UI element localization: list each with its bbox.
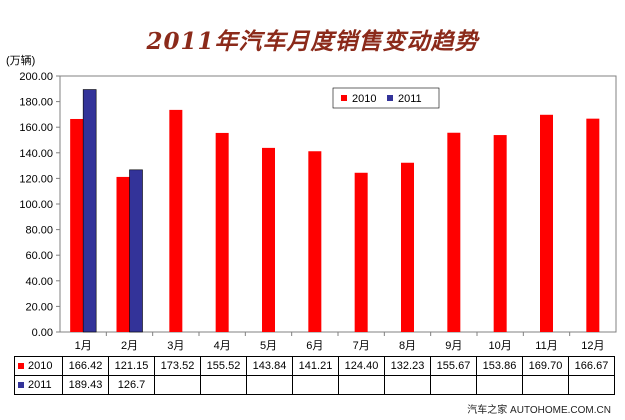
data-table-cell xyxy=(338,375,385,395)
data-table-cell xyxy=(200,375,247,395)
legend-swatch-2011 xyxy=(387,95,393,101)
x-tick-label: 8月 xyxy=(399,340,416,352)
y-tick-label: 100.00 xyxy=(19,199,53,211)
data-table-cell: 169.70 xyxy=(522,356,569,376)
bar-2011 xyxy=(129,169,143,333)
bar-2010 xyxy=(493,135,507,332)
data-table-row-2010: 2010 166.42 121.15 173.52 155.52 143.84 141.2… xyxy=(14,356,615,376)
plot-area xyxy=(59,75,617,333)
bar-2010 xyxy=(70,118,84,333)
x-tick-label: 3月 xyxy=(167,340,184,352)
data-table-cell: 141.21 xyxy=(292,356,339,376)
data-table-cell: 143.84 xyxy=(246,356,293,376)
bar-2010 xyxy=(354,172,368,332)
data-table-cell xyxy=(568,375,615,395)
data-table-cell: 166.42 xyxy=(62,356,109,376)
data-table-series-label: 2011 xyxy=(14,375,63,395)
x-axis: 1月 2月 3月 4月 5月 6月 7月 8月 9月 10月 11月 12月 xyxy=(75,332,604,352)
x-tick-label: 4月 xyxy=(214,340,231,352)
bars xyxy=(70,89,600,333)
data-table-cell xyxy=(246,375,293,395)
x-tick-label: 1月 xyxy=(75,340,92,352)
data-table-series-label: 2010 xyxy=(14,356,63,376)
data-table-cell: 153.86 xyxy=(476,356,523,376)
x-tick-label: 5月 xyxy=(260,340,277,352)
data-table-row-2011: 2011 189.43 126.7 xyxy=(14,375,615,395)
data-table-cell: 155.52 xyxy=(200,356,247,376)
data-table-cell: 121.15 xyxy=(108,356,155,376)
bar-2010 xyxy=(540,114,553,332)
bar-2010 xyxy=(262,147,275,332)
data-table-cell: 124.40 xyxy=(338,356,385,376)
y-tick-label: 20.00 xyxy=(25,301,53,313)
x-tick-label: 10月 xyxy=(489,340,512,352)
x-tick-label: 11月 xyxy=(535,340,557,352)
x-tick-label: 9月 xyxy=(445,340,462,352)
y-tick-label: 120.00 xyxy=(19,173,53,185)
legend-label-2011: 2011 xyxy=(398,93,422,105)
x-tick-label: 7月 xyxy=(353,340,370,352)
bar-2011 xyxy=(82,89,97,333)
data-table-cell: 189.43 xyxy=(62,375,109,395)
data-table-cell xyxy=(522,375,569,395)
y-tick-label: 60.00 xyxy=(25,250,53,262)
data-table-cell: 155.67 xyxy=(430,356,477,376)
data-table-cell: 166.67 xyxy=(568,356,615,376)
bar-2010 xyxy=(447,132,461,332)
chart-title: 2011年汽车月度销售变动趋势 xyxy=(146,28,479,55)
y-tick-label: 160.00 xyxy=(19,122,53,134)
y-tick-label: 180.00 xyxy=(19,97,53,109)
y-tick-label: 200.00 xyxy=(19,71,53,83)
data-table-cell xyxy=(476,375,523,395)
bar-2010 xyxy=(116,176,130,332)
x-tick-label: 2月 xyxy=(121,340,138,352)
y-tick-label: 140.00 xyxy=(19,148,53,160)
data-table: 2010 166.42 121.15 173.52 155.52 143.84 141.2… xyxy=(14,356,615,395)
y-axis-unit: (万辆) xyxy=(6,55,36,67)
y-tick-label: 80.00 xyxy=(25,225,53,237)
bar-2010 xyxy=(169,109,183,332)
legend: 2010 2011 xyxy=(332,87,440,109)
y-tick-label: 0.00 xyxy=(32,327,53,339)
data-table-cell: 173.52 xyxy=(154,356,201,376)
y-tick-label: 40.00 xyxy=(25,276,53,288)
data-table-cell xyxy=(154,375,201,395)
data-table-cell xyxy=(430,375,477,395)
legend-swatch-2010 xyxy=(341,95,347,101)
data-table-cell xyxy=(384,375,431,395)
bar-2010 xyxy=(308,151,322,332)
bar-2010 xyxy=(401,162,414,332)
legend-label-2010: 2010 xyxy=(352,93,376,105)
data-table-cell: 132.23 xyxy=(384,356,431,376)
data-table-cell xyxy=(292,375,339,395)
bar-2010 xyxy=(215,132,229,332)
y-axis: 0.00 20.00 40.00 60.00 80.00 100.00 120.00 140.… xyxy=(19,71,60,339)
x-tick-label: 6月 xyxy=(306,340,323,352)
watermark: 汽车之家 AUTOHOME.COM.CN xyxy=(467,405,611,416)
data-table-cell: 126.7 xyxy=(108,375,155,395)
x-tick-label: 12月 xyxy=(581,340,604,352)
bar-2010 xyxy=(586,118,600,332)
